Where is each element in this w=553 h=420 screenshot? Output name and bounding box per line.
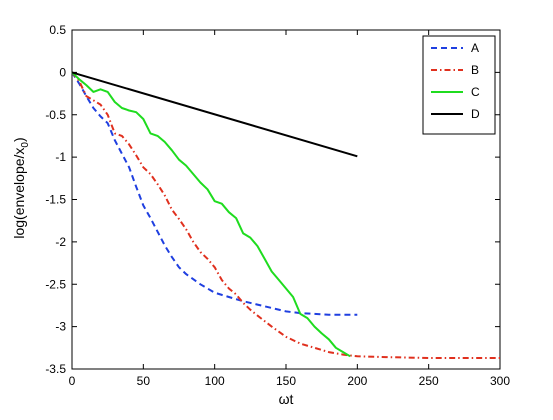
x-tick-label: 300 [490, 374, 510, 388]
y-tick-label: -2 [55, 235, 66, 249]
series-line-d [71, 71, 358, 158]
legend-label-a: A [471, 41, 479, 55]
y-tick-label: -0.5 [45, 108, 66, 122]
x-tick-label: 150 [276, 374, 296, 388]
y-axis-label-main: log(envelope/x [11, 148, 27, 239]
y-tick-label: -2.5 [45, 277, 66, 291]
x-axis-label: ωt [279, 391, 294, 407]
series-line-b [71, 71, 500, 359]
series-line-a [71, 71, 358, 316]
legend-label-c: C [471, 85, 480, 99]
y-tick-label: -3 [55, 320, 66, 334]
series-lines [71, 71, 500, 359]
series-line-c [71, 71, 351, 358]
x-tick-label: 100 [205, 374, 225, 388]
legend-label-d: D [471, 107, 480, 121]
y-tick-label: -3.5 [45, 362, 66, 376]
x-tick-label: 0 [69, 374, 76, 388]
y-axis-label-close: ) [11, 137, 27, 142]
legend-label-b: B [471, 63, 479, 77]
y-tick-label: -1.5 [45, 193, 66, 207]
x-tick-label: 250 [419, 374, 439, 388]
axis-ticks: 0 50 100 150 200 250 300 0.5 0 -0.5 -1 -1.5 -2 -2.5 -3… [45, 23, 510, 388]
legend-box [422, 35, 496, 135]
y-axis-label: log(envelope/x0) [11, 137, 31, 238]
x-tick-label: 200 [347, 374, 367, 388]
y-tick-label: 0 [59, 65, 66, 79]
x-tick-label: 50 [137, 374, 151, 388]
y-tick-label: 0.5 [49, 23, 66, 37]
y-tick-label: -1 [55, 150, 66, 164]
y-axis-label-subscript: 0 [20, 142, 31, 148]
